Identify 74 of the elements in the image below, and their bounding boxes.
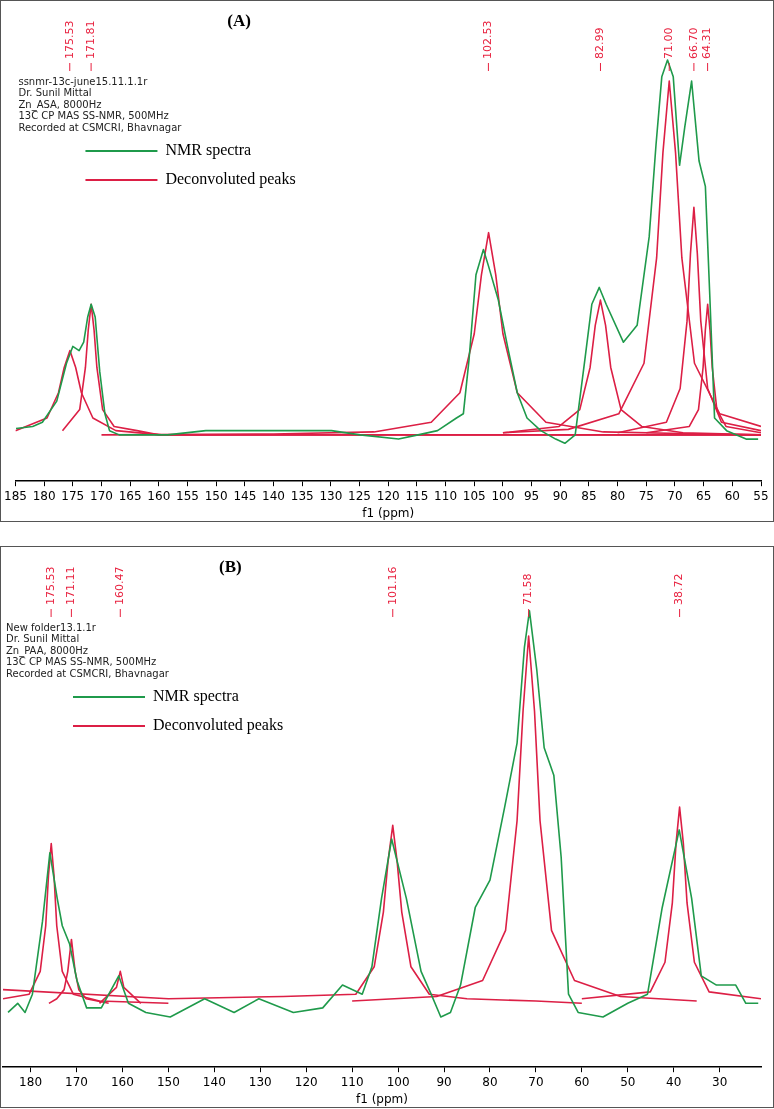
x-tick-label: 50 (620, 1074, 636, 1089)
annotation: Recorded at CSMCRI, Bhavnagar (6, 667, 170, 679)
annotation: New folder13.1.1r (6, 621, 97, 633)
annotation: 64.31 (700, 27, 714, 59)
x-tick-label: 60 (574, 1074, 590, 1089)
annotation: 175.53 (43, 566, 57, 605)
x-tick-label: 140 (262, 488, 285, 503)
x-tick-label: 165 (118, 488, 142, 503)
x-tick-label: 80 (609, 488, 626, 503)
legend-label: NMR spectra (153, 687, 239, 706)
x-tick-label: 60 (724, 488, 740, 503)
x-tick-label: 65 (696, 488, 712, 503)
chart-title: (A) (227, 10, 251, 30)
x-tick-label: 85 (581, 488, 597, 503)
x-tick-label: 100 (491, 488, 515, 503)
x-tick-label: 135 (290, 488, 314, 503)
annotation: 66.70 (686, 27, 700, 59)
annotation: Zn_PAA, 8000Hz (6, 644, 89, 657)
x-tick-label: 145 (233, 488, 257, 503)
x-tick-label: 120 (376, 488, 400, 503)
annotation: 71.58 (521, 573, 535, 605)
x-tick-label: 115 (405, 488, 429, 503)
x-axis-title: f1 (ppm) (356, 1091, 408, 1106)
x-tick-label: 160 (147, 488, 171, 503)
x-tick-label: 140 (202, 1074, 226, 1089)
x-tick-label: 75 (638, 488, 654, 503)
x-tick-label: 70 (667, 488, 683, 503)
annotation: Dr. Sunil Mittal (18, 87, 92, 99)
x-tick-label: 100 (386, 1074, 410, 1089)
annotation: 82.99 (593, 27, 607, 59)
x-tick-label: 130 (319, 488, 343, 503)
x-tick-label: 95 (523, 488, 540, 503)
x-tick-label: 70 (528, 1074, 544, 1089)
annotation: Recorded at CSMCRI, Bhavnagar (18, 121, 183, 133)
annotation: 38.72 (672, 573, 686, 605)
annotation: 13C CP MAS SS-NMR, 500MHz (6, 656, 157, 668)
annotation: Zn_ASA, 8000Hz (18, 98, 102, 111)
annotation: ssnmr-13c-june15.11.1.1r (18, 75, 149, 87)
x-tick-label: 105 (462, 488, 486, 503)
x-tick-label: 155 (176, 488, 199, 503)
x-tick-label: 150 (204, 488, 228, 503)
annotation: 101.16 (385, 566, 399, 605)
x-tick-label: 110 (434, 488, 458, 503)
x-tick-label: 40 (666, 1074, 682, 1089)
annotation: 102.53 (481, 20, 495, 59)
x-tick-label: 130 (248, 1074, 272, 1089)
annotation: 13C CP MAS SS-NMR, 500MHz (18, 110, 169, 122)
annotation: 171.81 (83, 20, 97, 59)
legend-label: NMR spectra (165, 141, 252, 160)
annotation: 175.53 (62, 20, 76, 59)
annotation: Dr. Sunil Mittal (6, 633, 80, 645)
x-tick-label: 160 (110, 1074, 134, 1089)
x-tick-label: 180 (19, 1074, 43, 1089)
x-tick-label: 170 (90, 488, 113, 503)
annotation: 171.11 (64, 566, 78, 605)
x-tick-label: 110 (340, 1074, 364, 1089)
x-tick-label: 55 (753, 488, 769, 503)
x-tick-label: 30 (712, 1074, 728, 1089)
legend-label: Deconvoluted peaks (153, 716, 284, 735)
x-tick-label: 150 (156, 1074, 180, 1089)
legend-label: Deconvoluted peaks (165, 170, 296, 189)
annotation: 71.00 (662, 27, 676, 59)
x-tick-label: 185 (4, 488, 27, 503)
x-tick-label: 175 (61, 488, 85, 503)
annotation: 160.47 (113, 566, 127, 605)
x-tick-label: 170 (65, 1074, 88, 1089)
x-tick-label: 80 (482, 1074, 498, 1089)
x-tick-label: 90 (552, 488, 568, 503)
x-tick-label: 120 (294, 1074, 318, 1089)
chart-title: (B) (219, 556, 242, 576)
x-tick-label: 90 (436, 1074, 452, 1089)
x-axis-title: f1 (ppm) (362, 505, 415, 520)
x-tick-label: 180 (32, 488, 56, 503)
x-tick-label: 125 (348, 488, 371, 503)
